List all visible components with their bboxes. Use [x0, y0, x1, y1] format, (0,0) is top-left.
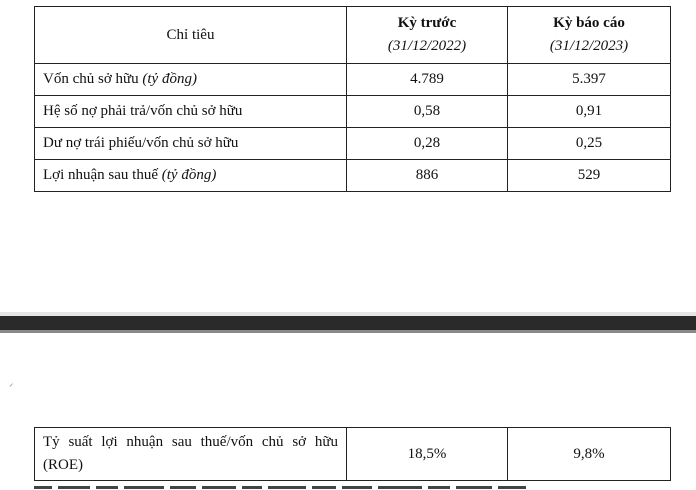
table-row: Dư nợ trái phiếu/vốn chủ sở hữu 0,28 0,2…: [34, 127, 671, 160]
row-label: Hệ số nợ phải trả/vốn chủ sở hữu: [34, 95, 347, 128]
row-label: Tỷ suất lợi nhuận sau thuế/vốn chủ sở hữ…: [34, 427, 347, 481]
report-period-title: Kỳ báo cáo: [553, 15, 625, 31]
table-row: Hệ số nợ phải trả/vốn chủ sở hữu 0,58 0,…: [34, 95, 671, 128]
row-label: Dư nợ trái phiếu/vốn chủ sở hữu: [34, 127, 347, 160]
row-label: Lợi nhuận sau thuế (tỷ đồng): [34, 159, 347, 192]
row-report-value: 0,25: [507, 127, 671, 160]
previous-period-date: (31/12/2022): [387, 38, 467, 54]
row-previous-value: 4.789: [346, 63, 508, 96]
cropped-text-line: [34, 484, 670, 490]
roe-table: Tỷ suất lợi nhuận sau thuế/vốn chủ sở hữ…: [34, 427, 671, 481]
row-label: Vốn chủ sở hữu (tỷ đồng): [34, 63, 347, 96]
header-indicator: Chỉ tiêu: [34, 6, 347, 64]
table-row: Vốn chủ sở hữu (tỷ đồng) 4.789 5.397: [34, 63, 671, 96]
header-previous-period: Kỳ trước (31/12/2022): [346, 6, 508, 64]
row-report-value: 529: [507, 159, 671, 192]
row-report-value: 0,91: [507, 95, 671, 128]
header-report-period: Kỳ báo cáo (31/12/2023): [507, 6, 671, 64]
row-report-value: 5.397: [507, 63, 671, 96]
report-period-date: (31/12/2023): [549, 38, 629, 54]
previous-period-title: Kỳ trước: [397, 15, 457, 31]
row-previous-value: 886: [346, 159, 508, 192]
table-row: Lợi nhuận sau thuế (tỷ đồng) 886 529: [34, 159, 671, 192]
row-report-value: 9,8%: [507, 427, 671, 481]
table-row: Tỷ suất lợi nhuận sau thuế/vốn chủ sở hữ…: [34, 427, 671, 481]
table-header-row: Chỉ tiêu Kỳ trước (31/12/2022) Kỳ báo cá…: [34, 6, 671, 64]
row-previous-value: 18,5%: [346, 427, 508, 481]
financial-indicators-table: Chỉ tiêu Kỳ trước (31/12/2022) Kỳ báo cá…: [34, 6, 671, 192]
scan-speck: ⸝: [9, 379, 14, 389]
row-previous-value: 0,28: [346, 127, 508, 160]
page-break-divider: [0, 312, 696, 338]
row-previous-value: 0,58: [346, 95, 508, 128]
